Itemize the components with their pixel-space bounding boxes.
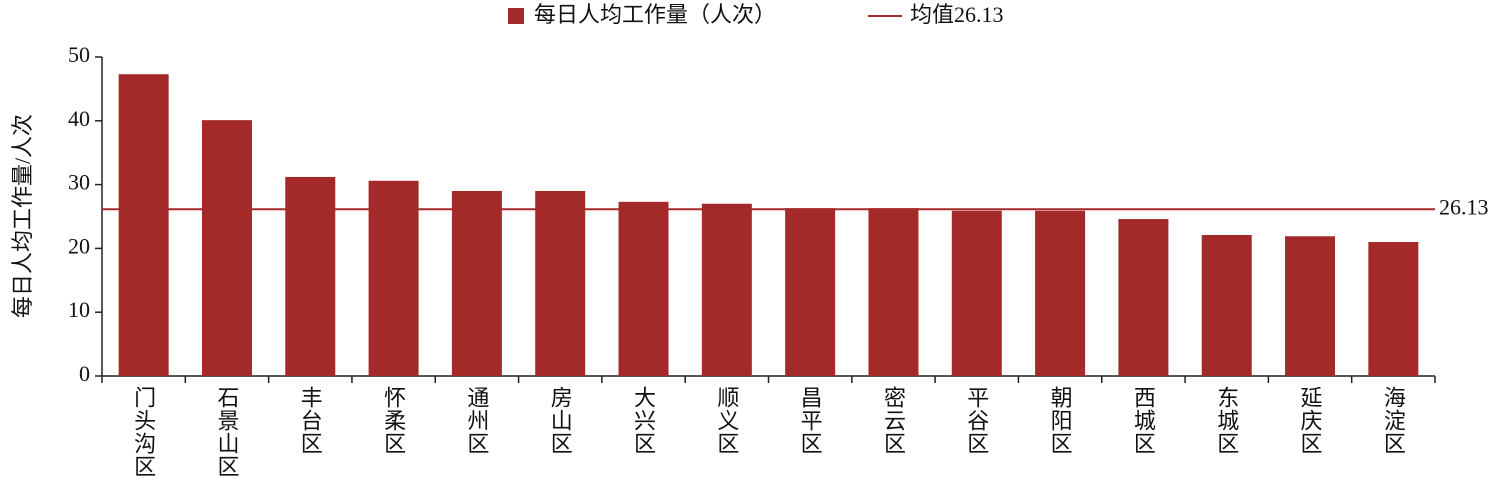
y-tick-label: 20	[68, 233, 90, 258]
x-tick-label: 石景山区	[214, 386, 239, 478]
x-tick-label: 平谷区	[964, 386, 989, 455]
x-tick-label: 延庆区	[1298, 386, 1323, 455]
x-tick-label: 昌平区	[798, 386, 823, 455]
bar	[368, 180, 419, 376]
bar	[451, 190, 502, 376]
y-tick-label: 10	[68, 297, 90, 322]
y-tick-label: 30	[68, 170, 90, 195]
bar	[201, 120, 252, 376]
legend-swatch	[508, 8, 524, 24]
x-tick-label: 密云区	[881, 386, 906, 455]
bar	[1035, 210, 1086, 376]
legend-label: 均值26.13	[910, 2, 1004, 27]
bar	[1201, 235, 1252, 376]
bar	[535, 190, 586, 376]
x-tick-label: 怀柔区	[381, 386, 406, 455]
mean-label: 26.13	[1439, 194, 1489, 219]
x-tick-label: 西城区	[1131, 386, 1156, 455]
x-tick-label: 海淀区	[1381, 386, 1406, 455]
x-tick-label: 东城区	[1214, 386, 1239, 455]
x-tick-label: 丰台区	[298, 386, 323, 455]
x-tick-label: 朝阳区	[1048, 386, 1073, 455]
x-tick-label: 通州区	[464, 386, 489, 455]
bar	[868, 208, 919, 376]
y-tick-label: 50	[68, 42, 90, 67]
x-tick-label: 大兴区	[631, 386, 656, 455]
bar	[701, 203, 752, 376]
bar	[285, 176, 336, 376]
bar	[951, 210, 1002, 376]
y-tick-label: 0	[79, 361, 90, 386]
y-axis-label: 每日人均工作量/人次	[10, 114, 35, 318]
bar	[1368, 242, 1419, 376]
x-tick-label: 房山区	[548, 386, 573, 455]
y-tick-label: 40	[68, 106, 90, 131]
legend-label: 每日人均工作量（人次）	[534, 2, 776, 27]
bar	[618, 201, 669, 376]
bar	[785, 208, 836, 376]
bar	[1285, 236, 1336, 376]
x-tick-label: 门头沟区	[131, 386, 156, 478]
x-tick-label: 顺义区	[714, 386, 739, 455]
bar	[1118, 219, 1169, 376]
bar	[118, 74, 169, 376]
